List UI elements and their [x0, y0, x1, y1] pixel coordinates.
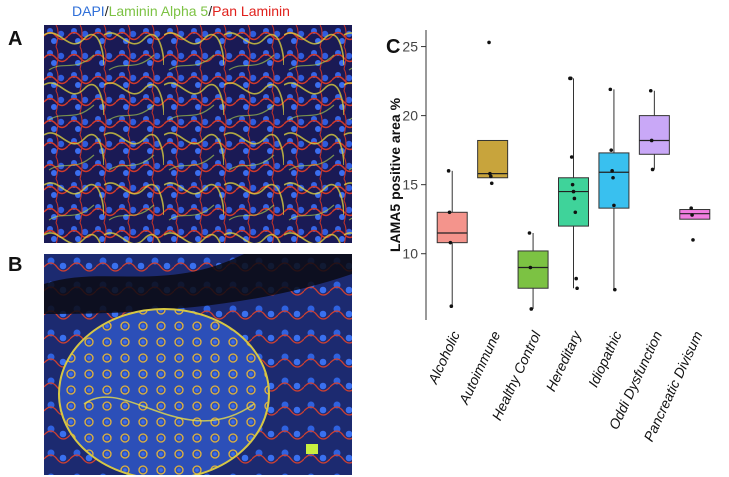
data-point: [489, 181, 494, 186]
x-category-label: Alcoholic: [424, 329, 463, 387]
box-oddi-dysfunction: [638, 115, 670, 155]
x-category-label: Hereditary: [542, 328, 584, 394]
data-point: [691, 238, 695, 242]
data-point: [449, 304, 454, 308]
data-point: [648, 88, 653, 93]
panel-label-b: B: [8, 254, 23, 276]
data-point: [569, 155, 574, 159]
data-point: [575, 286, 579, 291]
data-point: [649, 138, 654, 143]
data-point: [529, 307, 534, 311]
micrograph-b-image: [44, 254, 352, 475]
micrograph-a-image: [44, 25, 352, 243]
y-tick-label: 25: [402, 39, 418, 55]
box-healthy-control: [517, 250, 549, 289]
laminin-alpha5-label: Laminin Alpha 5: [108, 3, 209, 19]
data-point: [447, 210, 452, 215]
data-point: [448, 240, 453, 245]
data-point: [572, 196, 577, 201]
dapi-label: DAPI: [72, 3, 105, 19]
data-point: [608, 87, 613, 92]
panel-label-c: C: [386, 36, 401, 58]
data-point: [569, 76, 573, 81]
data-point: [574, 276, 578, 281]
data-point: [611, 175, 615, 180]
data-point: [489, 174, 493, 179]
data-point: [612, 203, 616, 208]
data-point: [487, 40, 491, 45]
y-tick-label: 15: [402, 177, 418, 193]
data-point: [610, 169, 614, 173]
micrograph-b: [44, 254, 352, 475]
y-tick-label: 10: [402, 246, 418, 262]
data-point: [527, 231, 532, 235]
chart-plot-area: 10 15 20 25 LAMA5 positive area % AlcoholicAu…: [387, 30, 711, 444]
box-plot-chart: 10 15 20 25 LAMA5 positive area % AlcoholicAu…: [387, 30, 711, 444]
title-separator: /: [208, 3, 213, 19]
box-pancreatic-divisum: [679, 209, 711, 220]
x-category-label: Idiopathic: [585, 329, 625, 390]
data-point: [488, 171, 492, 176]
data-point: [446, 169, 451, 173]
data-point: [650, 167, 655, 172]
x-category-label: Autoimmune: [455, 328, 503, 407]
data-point: [570, 182, 575, 187]
data-point: [613, 287, 617, 292]
panel-label-a: A: [8, 28, 23, 50]
data-point: [689, 206, 693, 210]
stain-legend-title: DAPI/Laminin Alpha 5/Pan Laminin: [72, 3, 290, 19]
data-point: [609, 148, 614, 152]
y-axis-title: LAMA5 positive area %: [387, 97, 403, 252]
box-autoimmune: [477, 139, 509, 179]
data-point: [690, 213, 694, 217]
title-separator: /: [104, 3, 109, 19]
data-point: [571, 189, 576, 194]
box-alcoholic: [436, 211, 468, 244]
pan-laminin-label: Pan Laminin: [212, 3, 290, 19]
data-point: [528, 265, 533, 270]
data-point: [573, 210, 578, 215]
box-idiopathic: [598, 152, 630, 209]
micrograph-a: [44, 25, 352, 243]
y-tick-label: 20: [402, 108, 418, 124]
